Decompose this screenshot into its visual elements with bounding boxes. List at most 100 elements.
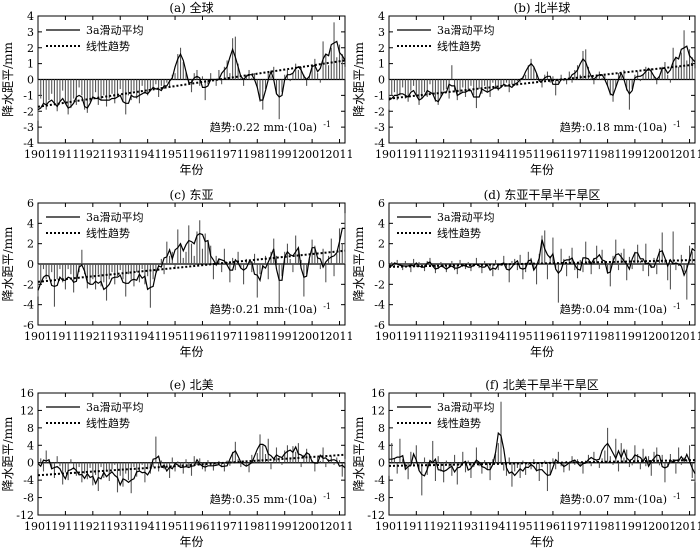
x-tick-label: 1931 — [457, 520, 485, 533]
chart-title: (f) 北美干旱半干旱区 — [485, 378, 599, 392]
y-tick-label: -2 — [23, 105, 34, 118]
y-tick-label: 1 — [27, 58, 34, 71]
x-tick-label: 2001 — [298, 148, 326, 161]
x-tick-label: 1981 — [594, 330, 622, 343]
y-axis-label: 降水距平/mm — [352, 41, 366, 116]
trend-line — [37, 453, 346, 477]
x-tick-label: 1961 — [188, 148, 216, 161]
y-tick-label: 2 — [378, 42, 385, 55]
x-tick-label: 1931 — [106, 520, 134, 533]
y-tick-label: -4 — [23, 299, 34, 312]
annotation-superscript: -1 — [323, 120, 331, 129]
x-tick-label: 1951 — [161, 520, 189, 533]
y-tick-label: -4 — [374, 474, 385, 487]
y-tick-label: -4 — [23, 474, 34, 487]
x-tick-label: 1921 — [430, 520, 458, 533]
y-tick-label: 0 — [378, 258, 385, 271]
y-tick-label: 1 — [378, 58, 385, 71]
x-tick-label: 2001 — [298, 520, 326, 533]
trend-annotation: 趋势:0.22 mm·(10a) — [210, 121, 317, 134]
y-axis-label: 降水距平/mm — [1, 416, 15, 491]
y-tick-label: 4 — [378, 10, 385, 23]
y-tick-label: 3 — [27, 26, 34, 39]
x-tick-label: 1921 — [79, 330, 107, 343]
annotation-superscript: -1 — [323, 302, 331, 311]
x-tick-label: 1981 — [594, 520, 622, 533]
trend-line — [37, 249, 346, 283]
x-tick-label: 1931 — [106, 330, 134, 343]
y-tick-label: -4 — [374, 137, 385, 150]
x-tick-label: 1981 — [243, 520, 271, 533]
x-tick-label: 1951 — [512, 330, 540, 343]
legend-label-moving-average: 3a滑动平均 — [86, 401, 144, 414]
chart-panel-5: (e) 北美 -12 -8 -4 0 4 8 12 16 1901 1911 1921 1931 1941… — [1, 378, 354, 548]
x-tick-label: 1951 — [512, 520, 540, 533]
y-tick-label: -12 — [367, 509, 385, 522]
plot-frame — [37, 392, 346, 516]
x-tick-label: 1921 — [79, 148, 107, 161]
x-tick-label: 2011 — [676, 148, 700, 161]
x-tick-label: 1911 — [402, 330, 430, 343]
x-tick-label: 1911 — [51, 330, 79, 343]
chart-title: (b) 北半球 — [514, 1, 571, 15]
legend-label-trend: 线性趋势 — [437, 416, 481, 430]
y-tick-label: 4 — [378, 217, 385, 230]
chart-title: (d) 东亚干旱半干旱区 — [484, 188, 601, 202]
legend-label-moving-average: 3a滑动平均 — [437, 401, 495, 414]
trend-annotation: 趋势:0.35 mm·(10a) — [210, 493, 317, 506]
x-tick-label: 2011 — [676, 520, 700, 533]
y-tick-label: -6 — [374, 319, 385, 332]
x-tick-label: 1961 — [539, 330, 567, 343]
legend-label-moving-average: 3a滑动平均 — [86, 24, 144, 37]
legend-label-trend: 线性趋势 — [437, 39, 481, 53]
moving-average-line — [37, 443, 346, 487]
chart-panel-2: (b) 北半球 -4 -3 -2 -1 0 1 2 3 4 1901 1911 1921 1931 1941… — [352, 1, 700, 177]
y-tick-label: 6 — [378, 197, 385, 210]
trend-annotation: 趋势:0.07 mm·(10a) — [560, 493, 667, 506]
y-axis-label: 降水距平/mm — [1, 41, 15, 116]
x-tick-label: 1961 — [188, 330, 216, 343]
x-tick-label: 1961 — [188, 520, 216, 533]
y-tick-label: 4 — [27, 10, 34, 23]
x-axis-label: 年份 — [179, 535, 203, 548]
x-tick-label: 1921 — [430, 330, 458, 343]
x-tick-label: 1971 — [216, 520, 244, 533]
x-tick-label: 1971 — [566, 520, 594, 533]
x-tick-label: 1981 — [243, 148, 271, 161]
y-tick-label: -8 — [23, 492, 34, 505]
y-tick-label: -2 — [374, 278, 385, 291]
y-tick-label: -3 — [23, 121, 34, 134]
moving-average-line — [389, 431, 696, 477]
y-tick-label: 8 — [378, 422, 385, 435]
x-tick-label: 1951 — [512, 148, 540, 161]
x-tick-label: 1991 — [271, 330, 299, 343]
trend-annotation: 趋势:0.04 mm·(10a) — [560, 303, 667, 316]
x-tick-label: 1981 — [594, 148, 622, 161]
y-tick-label: -1 — [374, 89, 385, 102]
x-tick-label: 1901 — [24, 148, 52, 161]
x-tick-label: 1901 — [375, 520, 403, 533]
x-axis-label: 年份 — [179, 345, 203, 359]
y-tick-label: 2 — [27, 238, 34, 251]
x-tick-label: 1991 — [621, 520, 649, 533]
trend-line — [388, 459, 696, 467]
x-tick-label: 1941 — [484, 330, 512, 343]
x-tick-label: 1941 — [134, 330, 162, 343]
x-axis-label: 年份 — [530, 535, 554, 548]
x-tick-label: 1911 — [402, 520, 430, 533]
x-tick-label: 1991 — [621, 330, 649, 343]
x-axis-label: 年份 — [530, 345, 554, 359]
x-tick-label: 1981 — [243, 330, 271, 343]
x-tick-label: 2011 — [326, 520, 354, 533]
y-tick-label: -2 — [374, 105, 385, 118]
y-tick-label: -12 — [16, 509, 34, 522]
trend-annotation: 趋势:0.21 mm·(10a) — [210, 303, 317, 316]
x-tick-label: 2001 — [298, 330, 326, 343]
trend-annotation: 趋势:0.18 mm·(10a) — [560, 121, 667, 134]
y-tick-label: 0 — [378, 74, 385, 87]
y-tick-label: 4 — [378, 439, 385, 452]
chart-title: (c) 东亚 — [170, 188, 214, 202]
